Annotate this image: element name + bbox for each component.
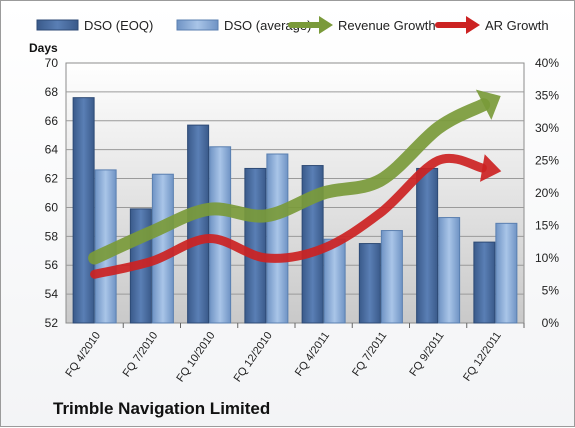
bar-dso-average <box>495 222 518 324</box>
y2-tick-label: 5% <box>542 284 560 298</box>
x-tick-label: FQ 4/2010 <box>63 330 103 379</box>
legend-arrow-ar-growth <box>466 16 480 34</box>
bar-dso-average <box>266 153 289 324</box>
series-arrowhead-ar-growth <box>480 154 502 182</box>
y2-tick-label: 40% <box>535 56 559 70</box>
series-line-ar-growth <box>90 153 487 279</box>
y-tick-label: 62 <box>45 172 59 186</box>
y2-tick-label: 0% <box>542 316 560 330</box>
x-tick-label: FQ 12/2011 <box>461 330 504 384</box>
legend-label-dso-eoq-: DSO (EOQ) <box>84 18 153 33</box>
series-line-revenue-growth <box>88 98 491 265</box>
y2-tick-label: 10% <box>535 251 559 265</box>
legend-arrow-revenue-growth <box>319 16 333 34</box>
bar-dso-eoq <box>187 124 210 324</box>
x-tick-label: FQ 7/2011 <box>350 330 389 379</box>
legend-label-dso-average-: DSO (average) <box>224 18 311 33</box>
x-tick-label: FQ 7/2010 <box>121 330 161 379</box>
y-tick-label: 66 <box>45 114 59 128</box>
bar-dso-average <box>380 230 403 324</box>
company-title: Trimble Navigation Limited <box>53 399 271 418</box>
y-axis-label: Days <box>29 41 58 55</box>
y-tick-label: 54 <box>45 287 59 301</box>
x-tick-label: FQ 10/2010 <box>174 330 217 384</box>
bar-dso-eoq <box>473 241 496 324</box>
bar-dso-average <box>323 238 346 324</box>
bar-dso-eoq <box>244 167 267 324</box>
series-arrowhead-revenue-growth <box>475 89 501 120</box>
x-tick-label: FQ 9/2011 <box>407 330 446 379</box>
y2-tick-label: 15% <box>535 219 559 233</box>
y-tick-label: 52 <box>45 316 59 330</box>
x-tick-label: FQ 4/2011 <box>293 330 332 379</box>
x-tick-label: FQ 12/2010 <box>232 330 275 384</box>
y2-tick-label: 35% <box>535 89 559 103</box>
y-tick-label: 68 <box>45 85 59 99</box>
bar-dso-eoq <box>72 97 95 324</box>
bar-dso-eoq <box>416 167 439 324</box>
y-tick-label: 58 <box>45 229 59 243</box>
y-tick-label: 64 <box>45 143 59 157</box>
legend-swatch-dso-average- <box>176 19 219 31</box>
legend-label-ar-growth: AR Growth <box>485 18 549 33</box>
y2-tick-label: 25% <box>535 154 559 168</box>
legend-label-revenue-growth: Revenue Growth <box>338 18 436 33</box>
y-tick-label: 56 <box>45 258 59 272</box>
bar-dso-average <box>438 217 461 324</box>
y2-tick-label: 20% <box>535 186 559 200</box>
legend-swatch-dso-eoq- <box>36 19 79 31</box>
y2-tick-label: 30% <box>535 121 559 135</box>
y-tick-label: 70 <box>45 56 59 70</box>
y-tick-label: 60 <box>45 200 59 214</box>
bar-dso-eoq <box>358 243 381 324</box>
